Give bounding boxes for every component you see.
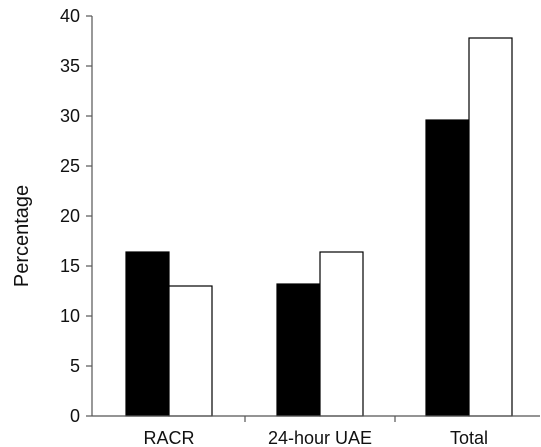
bar-series-1-24-hour-uae [276,283,321,417]
y-tick-label: 20 [60,206,80,226]
bar-series-2-total [468,37,513,417]
y-tick-label: 5 [70,356,80,376]
bars-group [125,37,513,417]
bar-series-2-racr [168,285,213,417]
y-tick-label: 10 [60,306,80,326]
y-tick-label: 40 [60,6,80,26]
y-ticks-group: 0 5 10 15 20 25 30 35 40 [60,6,92,426]
y-tick-label: 35 [60,56,80,76]
bar-series-1-total [425,119,470,417]
bar-series-2-24-hour-uae [319,251,364,417]
bar-series-1-racr [125,251,170,417]
x-category-label: 24-hour UAE [268,428,372,447]
y-axis-title: Percentage [11,185,33,287]
x-category-label: Total [450,428,488,447]
y-tick-label: 30 [60,106,80,126]
y-tick-label: 25 [60,156,80,176]
y-tick-label: 0 [70,406,80,426]
y-tick-label: 15 [60,256,80,276]
x-ticks-group: RACR 24-hour UAE Total [143,416,488,447]
x-category-label: RACR [143,428,194,447]
